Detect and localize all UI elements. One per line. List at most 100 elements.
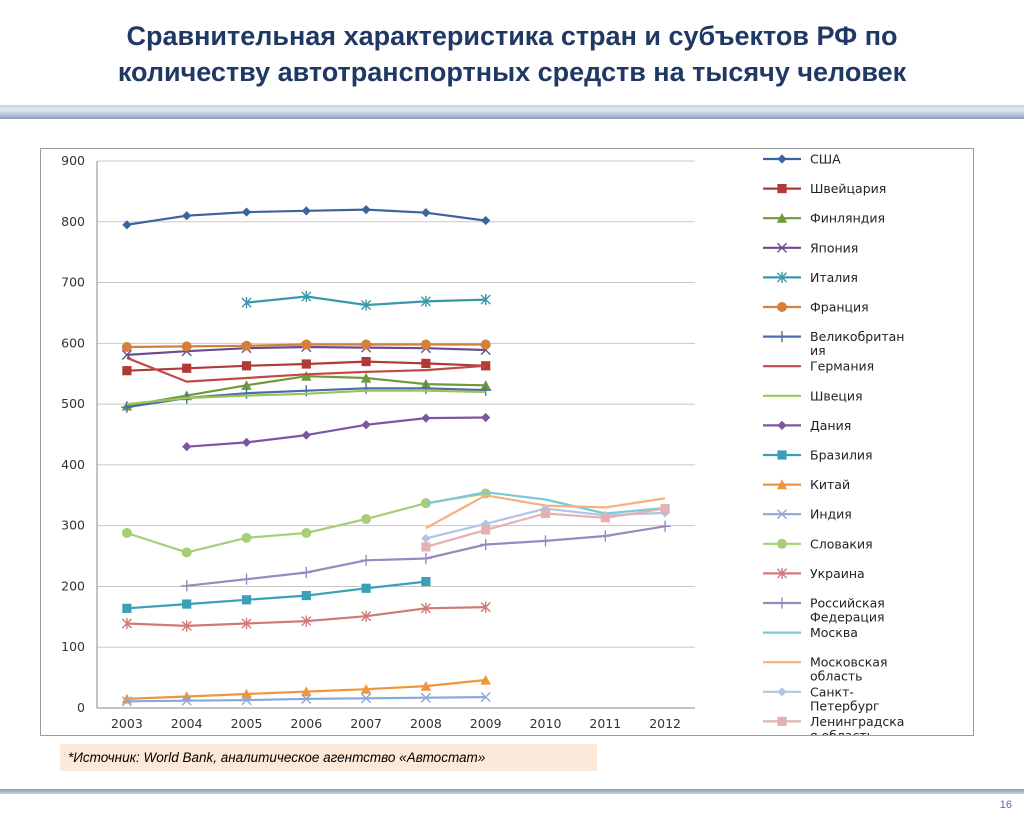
data-point — [181, 547, 192, 558]
legend-entry: Швейцария — [763, 181, 886, 196]
data-point — [241, 617, 252, 630]
data-point — [361, 356, 371, 367]
axes: 0 100 200 300 400 500 600 700 800 900 2003 2004 2005… — [61, 153, 695, 731]
legend-label: Петербург — [810, 698, 880, 713]
data-point — [181, 341, 192, 352]
series-19 — [421, 504, 670, 552]
data-point — [361, 513, 372, 524]
legend-label: Япония — [810, 240, 858, 255]
data-point — [360, 382, 372, 394]
data-point — [361, 205, 371, 215]
legend-label: Великобритан — [810, 329, 904, 344]
data-point — [182, 442, 192, 452]
legend-entry: США — [763, 152, 841, 167]
data-point — [182, 363, 192, 373]
data-point — [361, 420, 371, 430]
data-point — [121, 617, 132, 630]
data-point — [480, 293, 491, 306]
legend-label: Финляндия — [810, 211, 885, 226]
series-lines — [121, 205, 671, 707]
line-chart: 0 100 200 300 400 500 600 700 800 900 2003 2004 2005… — [61, 152, 904, 743]
legend-entry: Япония — [763, 240, 858, 255]
legend-entry: Бразилия — [763, 448, 873, 463]
x-tick-label: 2011 — [589, 716, 621, 731]
data-point — [241, 207, 252, 217]
legend-entry: Германия — [763, 359, 874, 374]
data-point — [421, 358, 431, 368]
legend-entry: Индия — [763, 507, 852, 522]
y-tick-label: 600 — [61, 335, 85, 350]
data-point — [361, 610, 372, 622]
legend-label: Санкт- — [810, 684, 854, 699]
data-point — [301, 693, 312, 704]
legend-swatch-marker — [776, 331, 788, 343]
legend-entry: Китай — [763, 477, 850, 492]
data-point — [361, 299, 372, 311]
series-14 — [121, 601, 491, 632]
series-4 — [241, 290, 491, 311]
data-point — [480, 538, 492, 551]
data-point — [540, 508, 551, 519]
data-point — [240, 573, 253, 585]
data-point — [420, 339, 431, 350]
legend-swatch-marker — [776, 271, 788, 283]
data-point — [241, 695, 252, 706]
data-point — [421, 413, 431, 423]
source-note: *Источник: World Bank, аналитическое аге… — [60, 744, 597, 771]
data-point — [122, 366, 132, 376]
data-point — [480, 601, 491, 613]
data-point — [420, 602, 431, 614]
data-point — [182, 599, 192, 609]
data-point — [241, 361, 252, 371]
legend-entry: Украина — [763, 566, 865, 581]
legend-label: Франция — [810, 300, 869, 315]
series-5 — [121, 339, 491, 352]
grid-lines — [97, 160, 695, 709]
legend-label: Москва — [810, 625, 858, 640]
data-point — [660, 504, 670, 514]
legend-label: Индия — [810, 507, 852, 522]
series-0 — [122, 205, 491, 230]
data-point — [121, 527, 132, 538]
page-number: 16 — [999, 799, 1012, 811]
x-tick-label: 2005 — [231, 716, 263, 731]
x-tick-label: 2012 — [649, 716, 681, 731]
data-point — [360, 554, 372, 566]
legend-entry: Дания — [763, 418, 851, 433]
legend-entry: Италия — [763, 270, 858, 285]
data-point — [241, 297, 252, 309]
slide-title: Сравнительная характеристика стран и суб… — [0, 18, 1024, 90]
legend-swatch-marker — [776, 479, 788, 490]
x-tick-label: 2009 — [470, 716, 502, 731]
data-point — [420, 295, 431, 307]
y-tick-label: 200 — [61, 578, 85, 593]
legend-entry: Москва — [763, 625, 858, 640]
legend-label: ия — [810, 343, 826, 358]
legend-label: область — [810, 669, 863, 684]
x-tick-label: 2006 — [290, 716, 322, 731]
data-point — [481, 525, 491, 535]
legend-swatch-marker — [776, 242, 788, 253]
data-point — [600, 513, 610, 523]
series-16 — [425, 491, 666, 515]
data-point — [420, 382, 432, 394]
data-point — [361, 583, 371, 593]
data-point — [659, 520, 671, 532]
data-point — [241, 340, 252, 351]
legend-swatch-marker — [777, 538, 787, 549]
chart-legend: США Швейцария Финляндия Япония Италия Франция… — [763, 152, 904, 743]
data-point — [122, 603, 132, 613]
legend-entry: Швеция — [763, 388, 863, 403]
data-point — [241, 532, 252, 543]
data-point — [301, 527, 312, 538]
legend-swatch-marker — [776, 509, 788, 520]
legend-entry: Ленинградская область — [763, 714, 904, 743]
data-point — [480, 339, 491, 350]
data-point — [241, 437, 252, 448]
data-point — [421, 542, 431, 552]
legend-label: Словакия — [810, 536, 873, 551]
slide-title-line-2: количеству автотранспортных средств на т… — [117, 57, 907, 87]
data-point — [301, 290, 312, 303]
